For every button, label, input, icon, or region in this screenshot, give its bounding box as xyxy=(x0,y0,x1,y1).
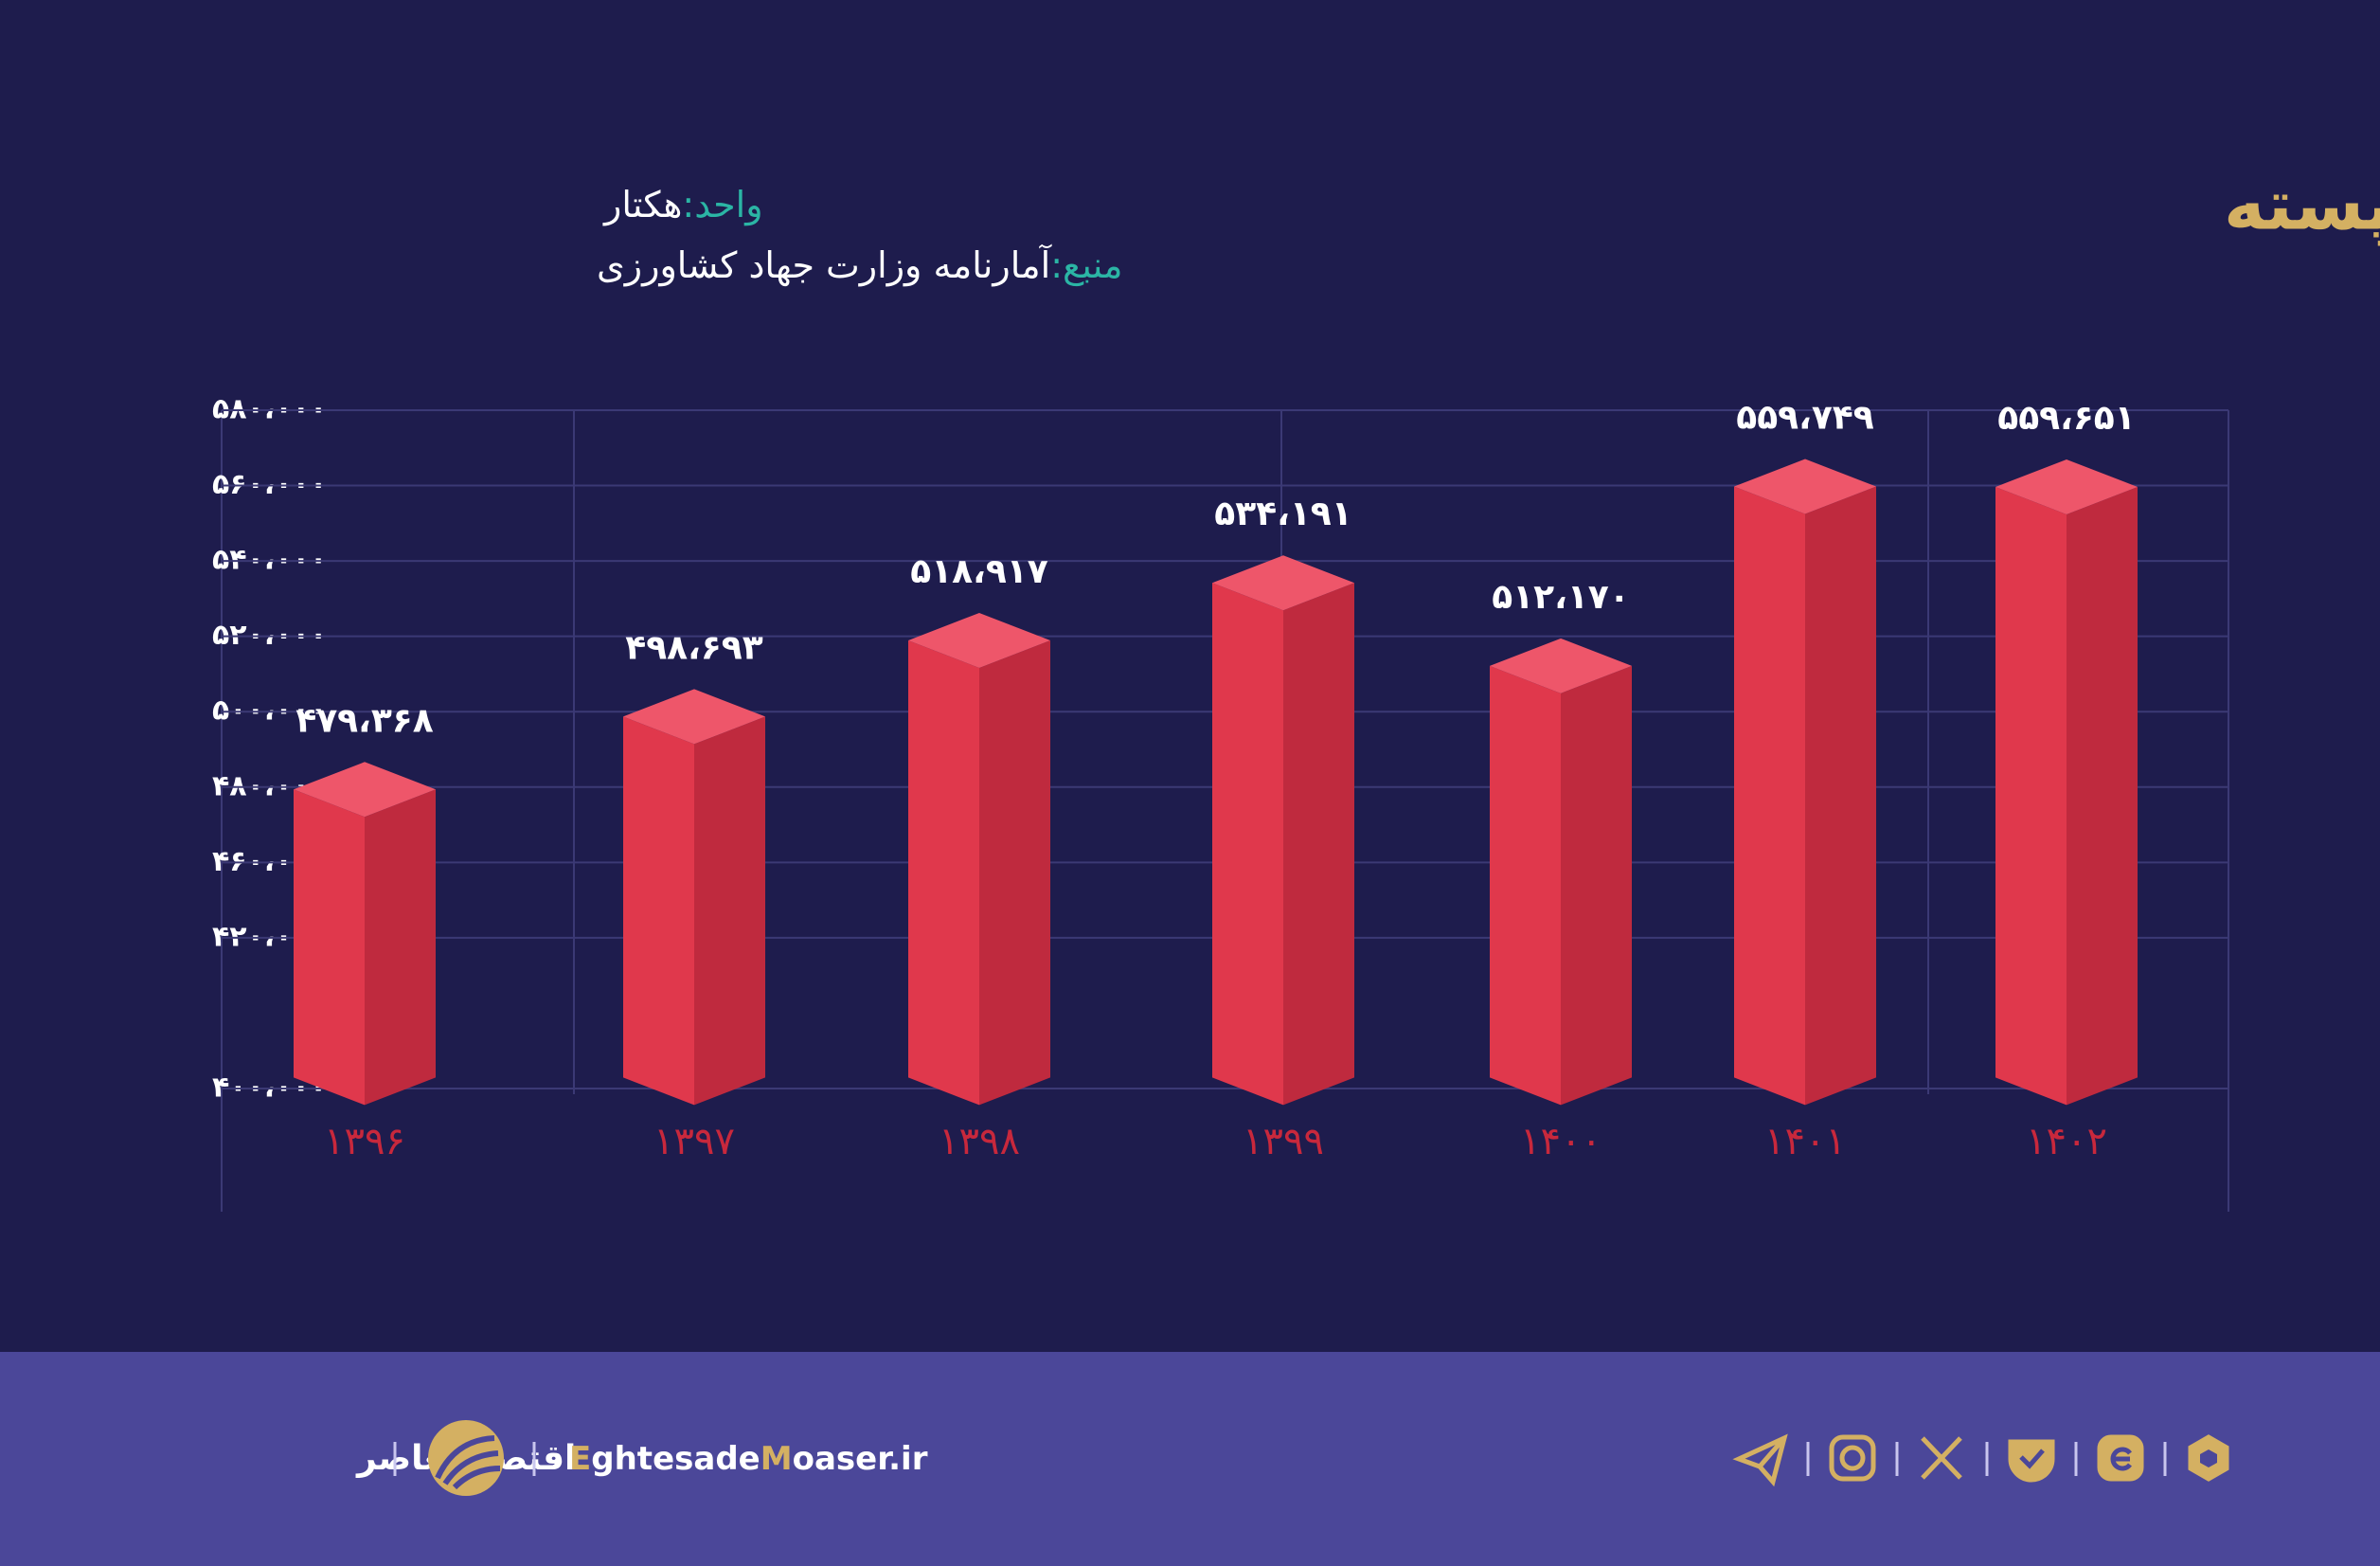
x-tick-label: ۱۴۰۰ xyxy=(1520,1120,1602,1163)
source-line: منبع:آمارنامه وزارت جهاد کشاورزی xyxy=(597,243,1123,287)
eitaa-mark xyxy=(2110,1447,2132,1471)
instagram-lens xyxy=(1839,1445,1866,1471)
bar xyxy=(1995,459,2138,1106)
bar-side xyxy=(1561,665,1632,1106)
value-label: ۵۵۹،۶۵۱ xyxy=(1997,399,2136,438)
x-tick-label: ۱۳۹۹ xyxy=(1243,1120,1324,1163)
logo xyxy=(428,1420,504,1496)
bar-top xyxy=(1490,638,1632,693)
unit: هکتار xyxy=(602,184,682,225)
x-tick-label: ۱۴۰۲ xyxy=(2026,1120,2107,1163)
website-char: a xyxy=(693,1440,715,1478)
value-label: ۵۱۲،۱۷۰ xyxy=(1492,578,1630,617)
bar xyxy=(623,689,765,1106)
bar-top xyxy=(1212,555,1354,611)
website-char: . xyxy=(888,1440,901,1478)
bar-front xyxy=(1734,486,1805,1106)
bar-side xyxy=(1283,583,1354,1106)
website-char: i xyxy=(901,1440,912,1478)
unit-label: واحد: xyxy=(682,184,762,226)
value-label: ۵۵۹،۷۴۹ xyxy=(1736,399,1874,438)
logo-circle xyxy=(428,1420,504,1496)
value-label: ۵۱۸،۹۱۷ xyxy=(910,552,1048,591)
bar-front xyxy=(623,716,694,1106)
logo-mark xyxy=(435,1435,501,1490)
telegram-icon[interactable] xyxy=(1732,1433,1788,1487)
website-char: s xyxy=(836,1440,855,1478)
website-char: g xyxy=(591,1440,614,1478)
bar-side xyxy=(1805,486,1876,1106)
x-tick-label: ۱۳۹۶ xyxy=(324,1120,405,1163)
website[interactable]: EghtesadeMoaser.ir xyxy=(569,1440,928,1478)
bar-side xyxy=(979,639,1050,1106)
x-tick-label: ۱۳۹۸ xyxy=(939,1120,1020,1163)
rubika-mark xyxy=(2200,1449,2217,1467)
bar xyxy=(1734,459,1876,1106)
bar-front xyxy=(1995,486,2067,1106)
website-char: h xyxy=(615,1440,637,1478)
value-label: ۴۹۸،۶۹۳ xyxy=(625,628,763,667)
instagram-icon[interactable] xyxy=(1829,1434,1876,1482)
bar-top xyxy=(294,762,436,818)
website-char: d xyxy=(715,1440,738,1478)
bar-top xyxy=(1734,459,1876,514)
bar xyxy=(294,762,436,1106)
website-char: e xyxy=(653,1440,674,1478)
bar-side xyxy=(2067,486,2138,1106)
bar-top xyxy=(623,689,765,745)
website-char: o xyxy=(793,1440,814,1478)
unit-line: واحد:هکتار xyxy=(602,184,763,226)
social-icons xyxy=(1732,1433,2229,1487)
value-label: ۴۷۹،۳۶۸ xyxy=(295,701,434,740)
bar xyxy=(1490,638,1632,1106)
bar-side xyxy=(694,716,765,1106)
website-char: E xyxy=(569,1440,591,1478)
chart-title: میزان سطح زیر کشت پسته xyxy=(2224,165,2380,246)
app-check xyxy=(2019,1449,2045,1469)
bar-front xyxy=(294,789,365,1106)
source: آمارنامه وزارت جهاد کشاورزی xyxy=(597,243,1052,287)
bar-front xyxy=(1212,583,1283,1106)
background xyxy=(0,0,2380,1352)
x-tick-label: ۱۴۰۱ xyxy=(1764,1120,1846,1163)
bar xyxy=(908,612,1050,1106)
website-char: e xyxy=(739,1440,761,1478)
value-label: ۵۳۴،۱۹۱ xyxy=(1214,495,1352,533)
website-char: e xyxy=(855,1440,877,1478)
plot: ۴۰۰،۰۰۰۴۲۰،۰۰۰۴۶۰،۰۰۰۴۸۰،۰۰۰۵۰۰،۰۰۰۵۲۰،۰… xyxy=(212,393,2228,1163)
website-char: t xyxy=(637,1440,653,1478)
website-char: M xyxy=(761,1440,793,1478)
bar xyxy=(1212,555,1354,1106)
x-icon[interactable] xyxy=(1921,1436,1962,1480)
bar-top xyxy=(908,612,1050,668)
x-tick-label: ۱۳۹۷ xyxy=(653,1120,735,1163)
source-label: منبع: xyxy=(1050,244,1122,287)
bar-side xyxy=(365,789,436,1106)
bar-top xyxy=(1995,459,2138,514)
website-char: r xyxy=(912,1440,928,1478)
website-char: a xyxy=(814,1440,836,1478)
bar-front xyxy=(1490,665,1561,1106)
bar-front xyxy=(908,639,979,1106)
footer-band xyxy=(0,1352,2380,1566)
website-char: s xyxy=(674,1440,693,1478)
